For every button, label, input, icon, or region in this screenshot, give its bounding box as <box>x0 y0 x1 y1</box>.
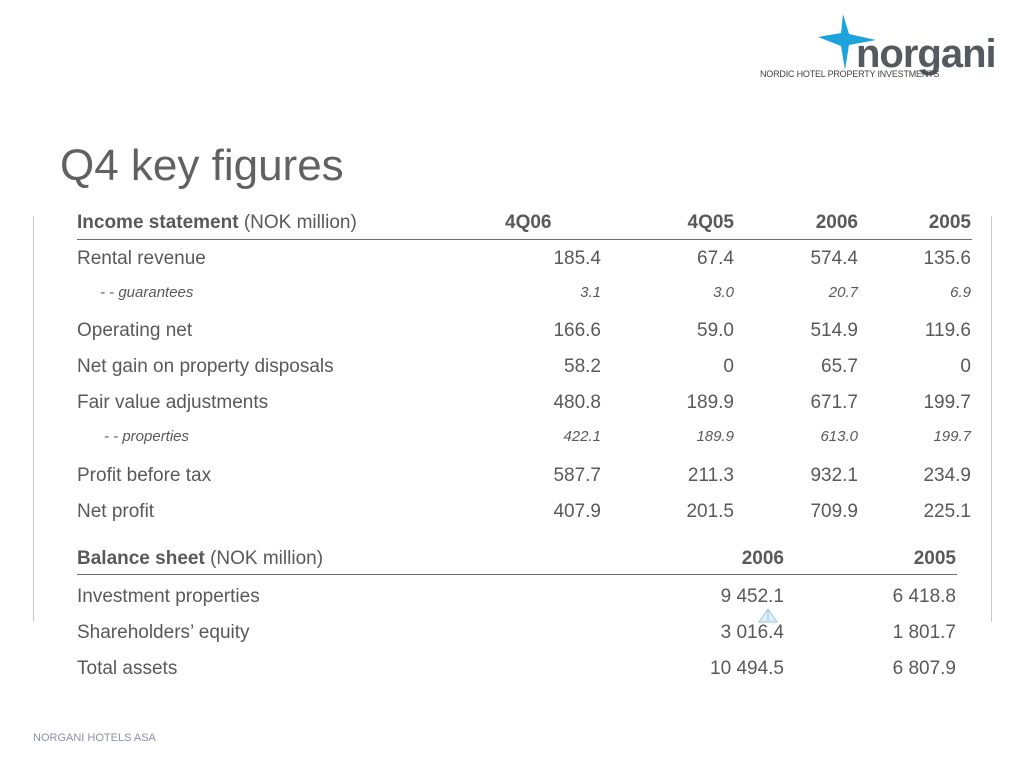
cell-2006: 709.9 <box>810 501 858 522</box>
logo-wordmark: norgani <box>856 32 997 76</box>
row-label: Investment properties <box>77 586 260 607</box>
col-header-2005: 2005 <box>928 212 971 233</box>
row-label: Net gain on property disposals <box>77 356 334 377</box>
triangle-marker-icon <box>758 608 778 623</box>
cell-2006: 10 494.5 <box>710 658 784 679</box>
cell-2005: 199.7 <box>933 428 971 445</box>
col-header-2006: 2006 <box>815 212 858 233</box>
cell-4q05: 201.5 <box>686 501 734 522</box>
cell-2006: 20.7 <box>828 284 858 301</box>
cell-2005: 135.6 <box>923 248 971 269</box>
balance-header-divider <box>77 574 957 575</box>
norgani-logo: norgani NORDIC HOTEL PROPERTY INVESTMENT… <box>760 12 997 82</box>
cell-2005: 0 <box>960 356 971 377</box>
table-row: Investment properties 9 452.1 6 418.8 <box>0 586 1024 616</box>
cell-4q06: 166.6 <box>553 320 601 341</box>
row-label: Shareholders’ equity <box>77 622 250 643</box>
table-row: Operating net 166.6 59.0 514.9 119.6 <box>0 320 1024 350</box>
cell-2005: 6.9 <box>950 284 971 301</box>
cell-2005: 6 807.9 <box>892 658 956 679</box>
table-row: Shareholders’ equity 3 016.4 1 801.7 <box>0 622 1024 652</box>
cell-2006: 932.1 <box>810 465 858 486</box>
footer-company-name: NORGANI HOTELS ASA <box>33 732 156 744</box>
table-row: - - properties 422.1 189.9 613.0 199.7 <box>0 428 1024 458</box>
income-header-divider <box>77 239 972 240</box>
cell-2006: 65.7 <box>821 356 858 377</box>
cell-4q06: 422.1 <box>563 428 601 445</box>
cell-2005: 234.9 <box>923 465 971 486</box>
row-label: Fair value adjustments <box>77 392 269 413</box>
cell-4q05: 59.0 <box>697 320 734 341</box>
income-header-label: Income statement (NOK million) <box>77 212 357 234</box>
cell-4q05: 189.9 <box>696 428 734 445</box>
cell-4q06: 3.1 <box>580 284 601 301</box>
row-label: Operating net <box>77 320 193 341</box>
cell-4q06: 587.7 <box>553 465 601 486</box>
cell-2005: 119.6 <box>924 320 971 341</box>
cell-2006: 613.0 <box>820 428 858 445</box>
balance-header-row: Balance sheet (NOK million) 2006 2005 <box>0 548 1024 578</box>
cell-4q05: 0 <box>723 356 734 377</box>
cell-2006: 514.9 <box>810 320 858 341</box>
table-row: Profit before tax 587.7 211.3 932.1 234.… <box>0 465 1024 495</box>
table-row: Net gain on property disposals 58.2 0 65… <box>0 356 1024 386</box>
cell-2006: 3 016.4 <box>720 622 784 643</box>
table-row: Total assets 10 494.5 6 807.9 <box>0 658 1024 688</box>
cell-4q05: 3.0 <box>713 284 734 301</box>
star-icon <box>818 14 876 70</box>
cell-4q06: 58.2 <box>564 356 601 377</box>
income-header-unit: (NOK million) <box>238 212 357 233</box>
income-header-bold: Income statement <box>77 212 239 233</box>
table-row: Fair value adjustments 480.8 189.9 671.7… <box>0 392 1024 422</box>
table-row: Rental revenue 185.4 67.4 574.4 135.6 <box>0 248 1024 278</box>
left-border-line <box>33 216 34 622</box>
logo-tagline: NORDIC HOTEL PROPERTY INVESTMENTS <box>760 69 940 79</box>
cell-2005: 199.7 <box>923 392 971 413</box>
cell-4q05: 189.9 <box>686 392 734 413</box>
row-label: - - guarantees <box>100 284 194 301</box>
cell-4q05: 211.3 <box>687 465 734 486</box>
cell-2005: 6 418.8 <box>892 586 956 607</box>
cell-2006: 9 452.1 <box>720 586 784 607</box>
cell-4q06: 185.4 <box>553 248 601 269</box>
balance-header-label: Balance sheet (NOK million) <box>77 548 323 570</box>
cell-4q06: 480.8 <box>553 392 601 413</box>
col-header-2005: 2005 <box>913 548 956 569</box>
row-label: Net profit <box>77 501 155 522</box>
page-title: Q4 key figures <box>60 141 344 190</box>
col-header-4q05: 4Q05 <box>687 212 734 233</box>
row-label: Total assets <box>77 658 178 679</box>
row-label: Profit before tax <box>77 465 212 486</box>
balance-header-bold: Balance sheet <box>77 548 205 569</box>
cell-2006: 574.4 <box>810 248 858 269</box>
cell-2005: 1 801.7 <box>892 622 956 643</box>
right-border-line <box>991 216 992 622</box>
row-label: Rental revenue <box>77 248 206 269</box>
balance-header-unit: (NOK million) <box>204 548 324 569</box>
cell-2006: 671.7 <box>810 392 858 413</box>
table-row: Net profit 407.9 201.5 709.9 225.1 <box>0 501 1024 531</box>
col-header-2006: 2006 <box>741 548 784 569</box>
income-header-row: Income statement (NOK million) 4Q06 4Q05… <box>0 212 1024 242</box>
col-header-4q06: 4Q06 <box>505 212 552 233</box>
row-label: - - properties <box>104 428 190 445</box>
cell-2005: 225.1 <box>923 501 971 522</box>
table-row: - - guarantees 3.1 3.0 20.7 6.9 <box>0 284 1024 314</box>
cell-4q05: 67.4 <box>697 248 734 269</box>
cell-4q06: 407.9 <box>553 501 601 522</box>
